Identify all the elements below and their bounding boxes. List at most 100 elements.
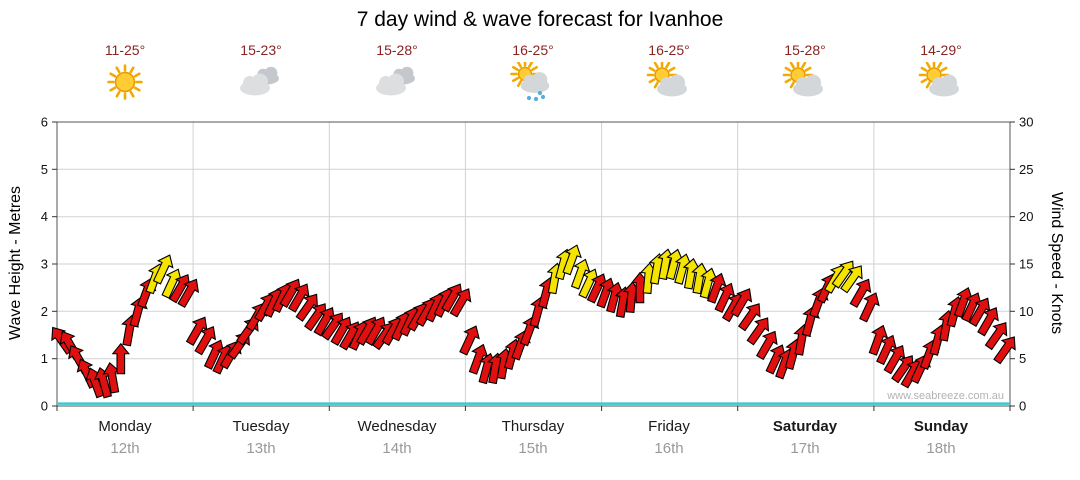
sun-showers-icon [509,59,557,104]
svg-text:3: 3 [41,257,48,272]
svg-text:4: 4 [41,209,48,224]
wind-arrow [691,262,710,295]
wind-arrow [449,288,472,318]
svg-text:20: 20 [1019,209,1033,224]
day-label-wednesday: Wednesday [357,418,437,435]
sunny-icon [101,62,149,104]
wind-arrow [883,344,906,375]
wind-arrow [468,343,489,375]
day-label-tuesday: Tuesday [232,418,290,435]
page-title: 7 day wind & wave forecast for Ivanhoe [356,8,724,31]
partly-cloudy-icon [645,59,693,104]
day-footer-wednesday: Wednesday 14th [329,418,465,457]
svg-text:10: 10 [1019,304,1033,319]
wind-arrow [287,283,310,313]
x-axis-ticks [56,406,1011,411]
wind-arrow [738,303,761,332]
temperature-range: 15-23° [240,42,282,58]
wind-arrow [596,277,616,309]
wind-arrow [840,265,863,294]
day-header-wednesday: 15-28° [329,42,465,104]
wind-arrow [441,283,463,313]
day-label-friday: Friday [648,418,690,435]
wind-arrow [313,307,336,337]
temperature-range: 15-28° [784,42,826,58]
wind-arrow [459,325,480,356]
partly-cloudy-icon [781,59,829,104]
svg-text:1: 1 [41,351,48,366]
svg-text:30: 30 [1019,115,1033,130]
day-footer-friday: Friday 16th [601,418,737,457]
wind-arrow [161,268,183,299]
day-header-sunday: 14-29° [873,42,1009,104]
wind-arrow [984,321,1008,351]
gridlines [57,122,1010,406]
wind-arrow [177,278,200,309]
day-footer-tuesday: Tuesday 13th [193,418,329,457]
svg-text:0: 0 [1019,399,1026,414]
wind-arrow [706,272,727,304]
wind-arrow [674,253,693,285]
day-footer-monday: Monday 12th [57,418,193,457]
day-header-monday: 11-25° [57,42,193,104]
wind-arrow [562,244,582,276]
right-axis-ticks: 0 5 10 15 20 25 30 [1010,115,1033,414]
wind-arrow [152,254,174,285]
wind-arrow [746,317,770,346]
left-axis-ticks: 0 1 2 3 4 5 6 [41,115,57,414]
svg-text:5: 5 [41,162,48,177]
day-header-tuesday: 15-23° [193,42,329,104]
svg-text:25: 25 [1019,162,1033,177]
wind-arrow [849,278,872,309]
right-axis-title: Wind Speed - Knots [1048,191,1065,335]
wind-arrow [831,260,855,289]
wind-arrow [194,325,217,356]
wind-arrow [699,267,718,300]
temperature-range: 14-29° [920,42,962,58]
day-header-saturday: 15-28° [737,42,873,104]
wind-arrow [876,334,897,366]
svg-text:2: 2 [41,304,48,319]
wind-arrow [961,292,982,323]
wind-arrow [730,288,753,318]
wind-arrow [953,286,974,319]
wind-arrow [102,361,121,394]
wind-arrow [606,281,625,314]
svg-text:6: 6 [41,115,48,130]
day-header-friday: 16-25° [601,42,737,104]
wind-arrow [765,344,787,375]
wind-arrows-layer [51,244,1016,399]
svg-text:0: 0 [41,399,48,414]
wind-arrow [755,330,778,361]
wind-arrow [111,342,130,375]
svg-text:5: 5 [1019,351,1026,366]
svg-text:15: 15 [1019,257,1033,272]
day-footer-sunday: Sunday 18th [873,418,1009,457]
wind-arrow [714,282,736,314]
partly-cloudy-icon [917,59,965,104]
temperature-range: 15-28° [376,42,418,58]
wind-arrow [682,257,701,290]
wind-arrow [295,293,319,322]
watermark: www.seabreeze.com.au [887,390,1004,402]
wind-arrow [330,316,353,346]
wind-arrow [168,273,191,304]
wind-arrow [185,316,208,346]
day-date-thursday: 15th [518,440,548,457]
wind-arrow [570,258,591,290]
day-label-saturday: Saturday [772,418,838,435]
wind-arrow [586,273,608,304]
wind-arrow [859,292,880,323]
temperature-range: 11-25° [104,42,146,58]
day-date-saturday: 17th [790,440,820,457]
wind-arrow [578,268,599,299]
day-date-tuesday: 13th [246,440,276,457]
wind-arrow [203,339,225,370]
day-label-sunday: Sunday [913,418,969,435]
day-date-wednesday: 14th [382,440,412,457]
wind-arrow [968,297,991,327]
day-label-monday: Monday [98,418,152,435]
cloudy-icon [237,62,285,104]
wind-arrow [279,278,302,309]
